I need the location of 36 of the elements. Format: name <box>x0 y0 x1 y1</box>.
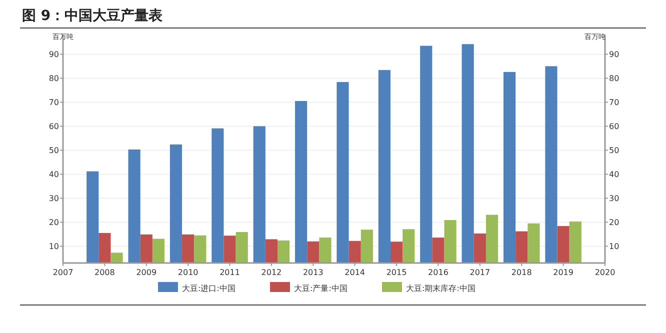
y2-tick-label: 40 <box>609 170 620 180</box>
y-tick-label: 70 <box>48 98 59 108</box>
chart-title: 图 9：中国大豆产量表 <box>22 7 164 24</box>
x-tick-label: 2020 <box>594 268 616 277</box>
x-tick-label: 2013 <box>302 268 324 277</box>
x-tick-label: 2014 <box>344 268 366 277</box>
y2-tick-label: 60 <box>609 122 620 132</box>
x-tick-label: 2019 <box>553 268 574 277</box>
y2-tick-label: 70 <box>609 98 620 108</box>
y-tick-label: 40 <box>48 170 59 180</box>
x-tick-label: 2018 <box>511 268 532 277</box>
x-tick-label: 2009 <box>136 268 157 277</box>
x-tick-label: 2007 <box>52 268 74 277</box>
y2-tick-label: 30 <box>609 194 620 204</box>
x-tick-label: 2016 <box>428 268 448 277</box>
y-tick-label: 50 <box>48 146 59 156</box>
y2-tick-label: 80 <box>609 74 620 84</box>
y2-tick-label: 10 <box>609 242 620 252</box>
y-tick-label: 10 <box>48 242 59 252</box>
y2-tick-label: 50 <box>609 146 620 156</box>
x-tick-label: 2017 <box>470 268 490 277</box>
x-tick-label: 2012 <box>261 268 282 277</box>
x-tick-label: 2011 <box>220 268 240 277</box>
legend-label: 大豆:期末库存:中国 <box>406 284 476 293</box>
legend-label: 大豆:产量:中国 <box>294 284 348 293</box>
y-tick-label: 30 <box>48 194 59 204</box>
y2-tick-label: 20 <box>609 218 620 228</box>
legend-label: 大豆:进口:中国 <box>182 284 236 293</box>
y2-tick-label: 90 <box>609 50 620 60</box>
y-tick-label: 80 <box>48 74 59 84</box>
x-tick-label: 2008 <box>94 268 115 277</box>
x-tick-label: 2010 <box>178 268 198 277</box>
x-tick-label: 2015 <box>386 268 407 277</box>
y-tick-label: 90 <box>48 50 59 60</box>
y-tick-label: 60 <box>48 122 59 132</box>
y-tick-label: 20 <box>48 218 59 228</box>
